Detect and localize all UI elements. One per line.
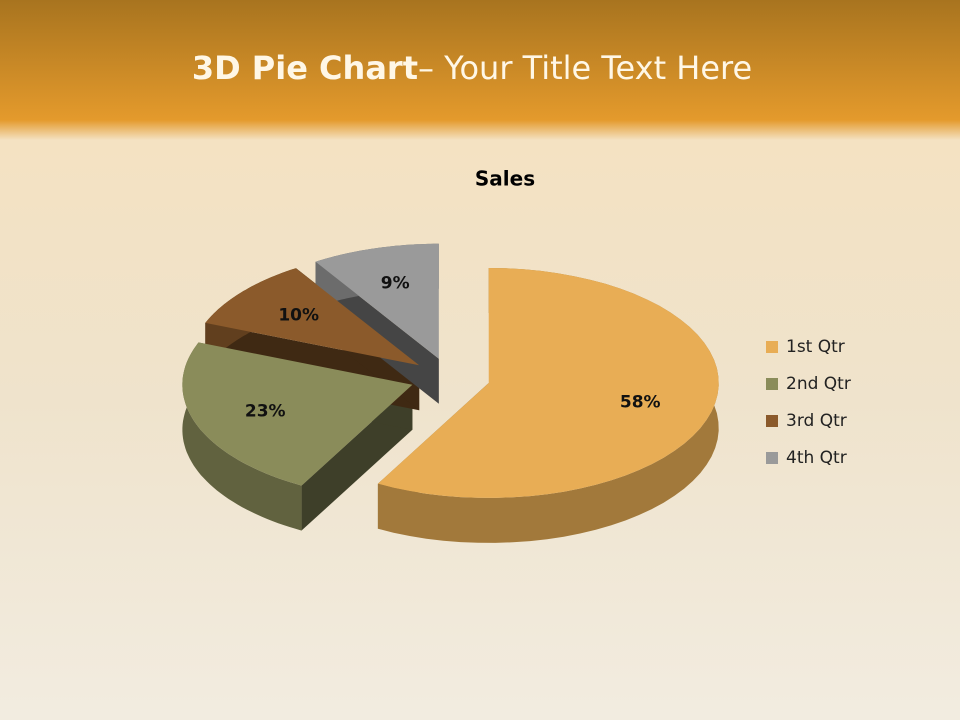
chart-title: Sales xyxy=(475,167,535,191)
legend-swatch xyxy=(766,452,778,464)
legend-swatch xyxy=(766,415,778,427)
slice xyxy=(377,268,719,498)
title-rest: – Your Title Text Here xyxy=(418,49,752,87)
data-label: 58% xyxy=(620,392,661,412)
data-label: 9% xyxy=(381,274,410,294)
slice xyxy=(315,243,439,359)
legend-label: 1st Qtr xyxy=(786,337,845,357)
slice xyxy=(182,342,413,486)
legend-label: 3rd Qtr xyxy=(786,411,847,431)
legend-label: 4th Qtr xyxy=(786,448,847,468)
legend-swatch xyxy=(766,341,778,353)
title-bold: 3D Pie Chart xyxy=(192,49,418,87)
data-label: 23% xyxy=(245,401,286,421)
legend-swatch xyxy=(766,378,778,390)
slide-title: 3D Pie Chart– Your Title Text Here xyxy=(192,49,752,87)
slice-outer-wall xyxy=(182,342,302,531)
slice xyxy=(205,268,420,366)
legend-label: 2nd Qtr xyxy=(786,374,851,394)
data-label: 10% xyxy=(278,305,319,325)
